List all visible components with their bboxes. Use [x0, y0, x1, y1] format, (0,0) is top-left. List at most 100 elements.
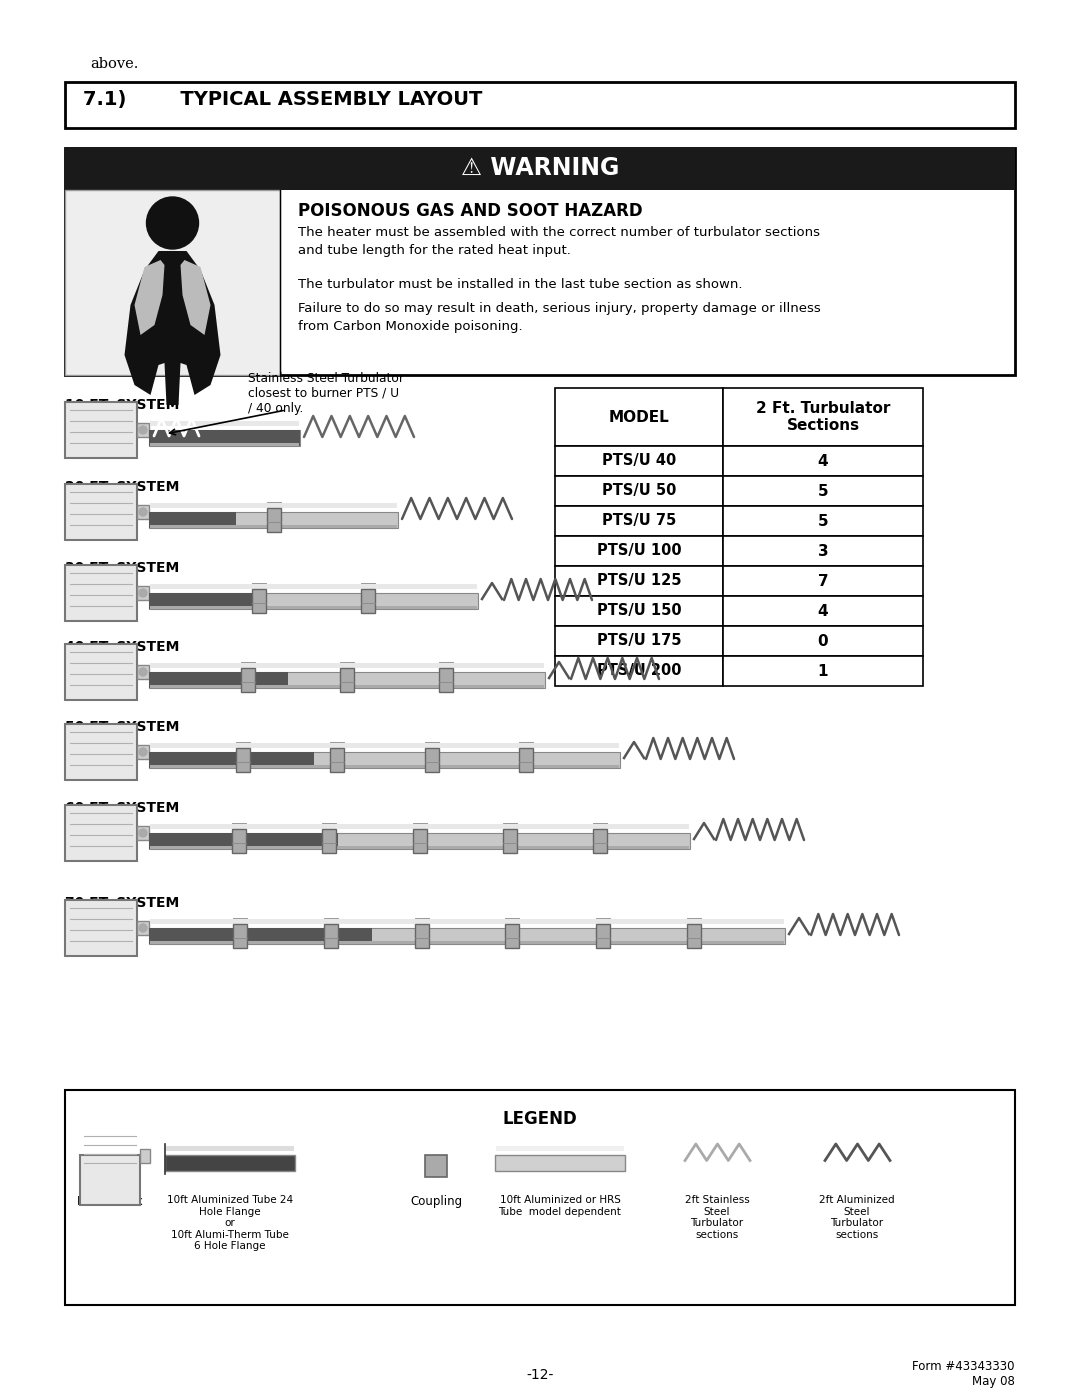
Bar [593, 828, 607, 854]
Bar [362, 590, 376, 613]
Bar [723, 657, 923, 686]
Bar [322, 828, 336, 854]
Bar [149, 672, 545, 687]
Circle shape [139, 828, 147, 837]
Bar [340, 668, 354, 692]
Bar [149, 592, 265, 609]
Bar [555, 566, 723, 597]
Bar [555, 506, 723, 536]
Text: The turbulator must be installed in the last tube section as shown.: The turbulator must be installed in the … [298, 278, 743, 291]
Polygon shape [124, 251, 220, 405]
Text: 2ft Aluminized
Steel
Turbulator
sections: 2ft Aluminized Steel Turbulator sections [820, 1194, 895, 1239]
Bar [723, 476, 923, 506]
Bar [65, 1090, 1015, 1305]
Text: 0: 0 [818, 633, 828, 648]
Polygon shape [180, 260, 211, 335]
Bar [150, 743, 619, 747]
Bar [413, 828, 427, 854]
Text: PTS/U 50: PTS/U 50 [602, 483, 676, 499]
Bar [233, 923, 247, 949]
Bar [149, 833, 338, 849]
Bar [80, 1155, 140, 1206]
Text: 2ft Stainless
Steel
Turbulator
sections: 2ft Stainless Steel Turbulator sections [685, 1194, 750, 1239]
Bar [137, 665, 149, 679]
Bar [65, 402, 137, 458]
Text: PTS/U 200: PTS/U 200 [597, 664, 681, 679]
Bar [502, 828, 516, 854]
Text: -12-: -12- [526, 1368, 554, 1382]
Text: 70 FT. SYSTEM: 70 FT. SYSTEM [65, 895, 179, 909]
Text: 10 FT. SYSTEM: 10 FT. SYSTEM [65, 398, 179, 412]
Text: 4: 4 [818, 604, 828, 619]
Text: PTS/U 40: PTS/U 40 [602, 454, 676, 468]
Bar [241, 668, 255, 692]
Bar [65, 805, 137, 861]
Text: PTS/U 125: PTS/U 125 [597, 574, 681, 588]
Text: above.: above. [90, 57, 138, 71]
Bar [149, 752, 620, 768]
Text: LEGEND: LEGEND [502, 1111, 578, 1127]
Text: POISONOUS GAS AND SOOT HAZARD: POISONOUS GAS AND SOOT HAZARD [298, 203, 643, 219]
Text: 5: 5 [818, 483, 828, 499]
Bar [496, 1146, 624, 1151]
Bar [518, 747, 532, 773]
Bar [723, 597, 923, 626]
Text: 2 Ft. Turbulator
Sections: 2 Ft. Turbulator Sections [756, 401, 890, 433]
Bar [252, 590, 266, 613]
Bar [723, 388, 923, 446]
Text: MODEL: MODEL [609, 409, 670, 425]
Bar [150, 664, 544, 668]
Bar [65, 483, 137, 541]
Text: 7: 7 [818, 574, 828, 588]
Bar [424, 747, 438, 773]
Bar [723, 566, 923, 597]
Bar [65, 148, 1015, 374]
Text: PTS/U 100: PTS/U 100 [596, 543, 681, 559]
Text: 10ft Aluminized or HRS
Tube  model dependent: 10ft Aluminized or HRS Tube model depend… [499, 1194, 621, 1217]
Bar [415, 923, 429, 949]
Bar [555, 626, 723, 657]
Bar [149, 928, 785, 944]
Bar [137, 423, 149, 437]
Bar [555, 657, 723, 686]
Bar [137, 504, 149, 520]
Circle shape [139, 426, 147, 434]
Bar [267, 509, 281, 532]
Bar [723, 626, 923, 657]
Text: 30 FT. SYSTEM: 30 FT. SYSTEM [65, 562, 179, 576]
Text: PTS/U 150: PTS/U 150 [596, 604, 681, 619]
Circle shape [139, 923, 147, 932]
Bar [150, 584, 477, 590]
Text: Failure to do so may result in death, serious injury, property damage or illness: Failure to do so may result in death, se… [298, 302, 821, 332]
Bar [150, 443, 299, 446]
Bar [137, 826, 149, 840]
Bar [723, 446, 923, 476]
Text: Form #43343330
May 08: Form #43343330 May 08 [913, 1361, 1015, 1389]
Bar [150, 685, 544, 687]
Bar [150, 847, 689, 849]
Bar [426, 1155, 447, 1178]
Bar [723, 536, 923, 566]
Bar [137, 585, 149, 599]
Bar [150, 942, 784, 944]
Bar [65, 148, 1015, 190]
Text: Coupling: Coupling [410, 1194, 462, 1208]
Bar [137, 921, 149, 935]
Bar [149, 833, 690, 849]
Text: 50 FT. SYSTEM: 50 FT. SYSTEM [65, 719, 179, 733]
Bar [555, 388, 723, 446]
Bar [140, 1148, 150, 1162]
Bar [150, 525, 397, 528]
Bar [149, 752, 314, 768]
Bar [150, 503, 397, 509]
Bar [65, 564, 137, 622]
Text: Burner Box: Burner Box [77, 1194, 143, 1208]
Text: 1: 1 [818, 664, 828, 679]
Text: 40 FT. SYSTEM: 40 FT. SYSTEM [65, 640, 179, 654]
Bar [596, 923, 610, 949]
Bar [65, 190, 280, 374]
Polygon shape [135, 260, 164, 335]
Bar [150, 824, 689, 828]
Bar [232, 828, 246, 854]
Bar [149, 511, 237, 528]
